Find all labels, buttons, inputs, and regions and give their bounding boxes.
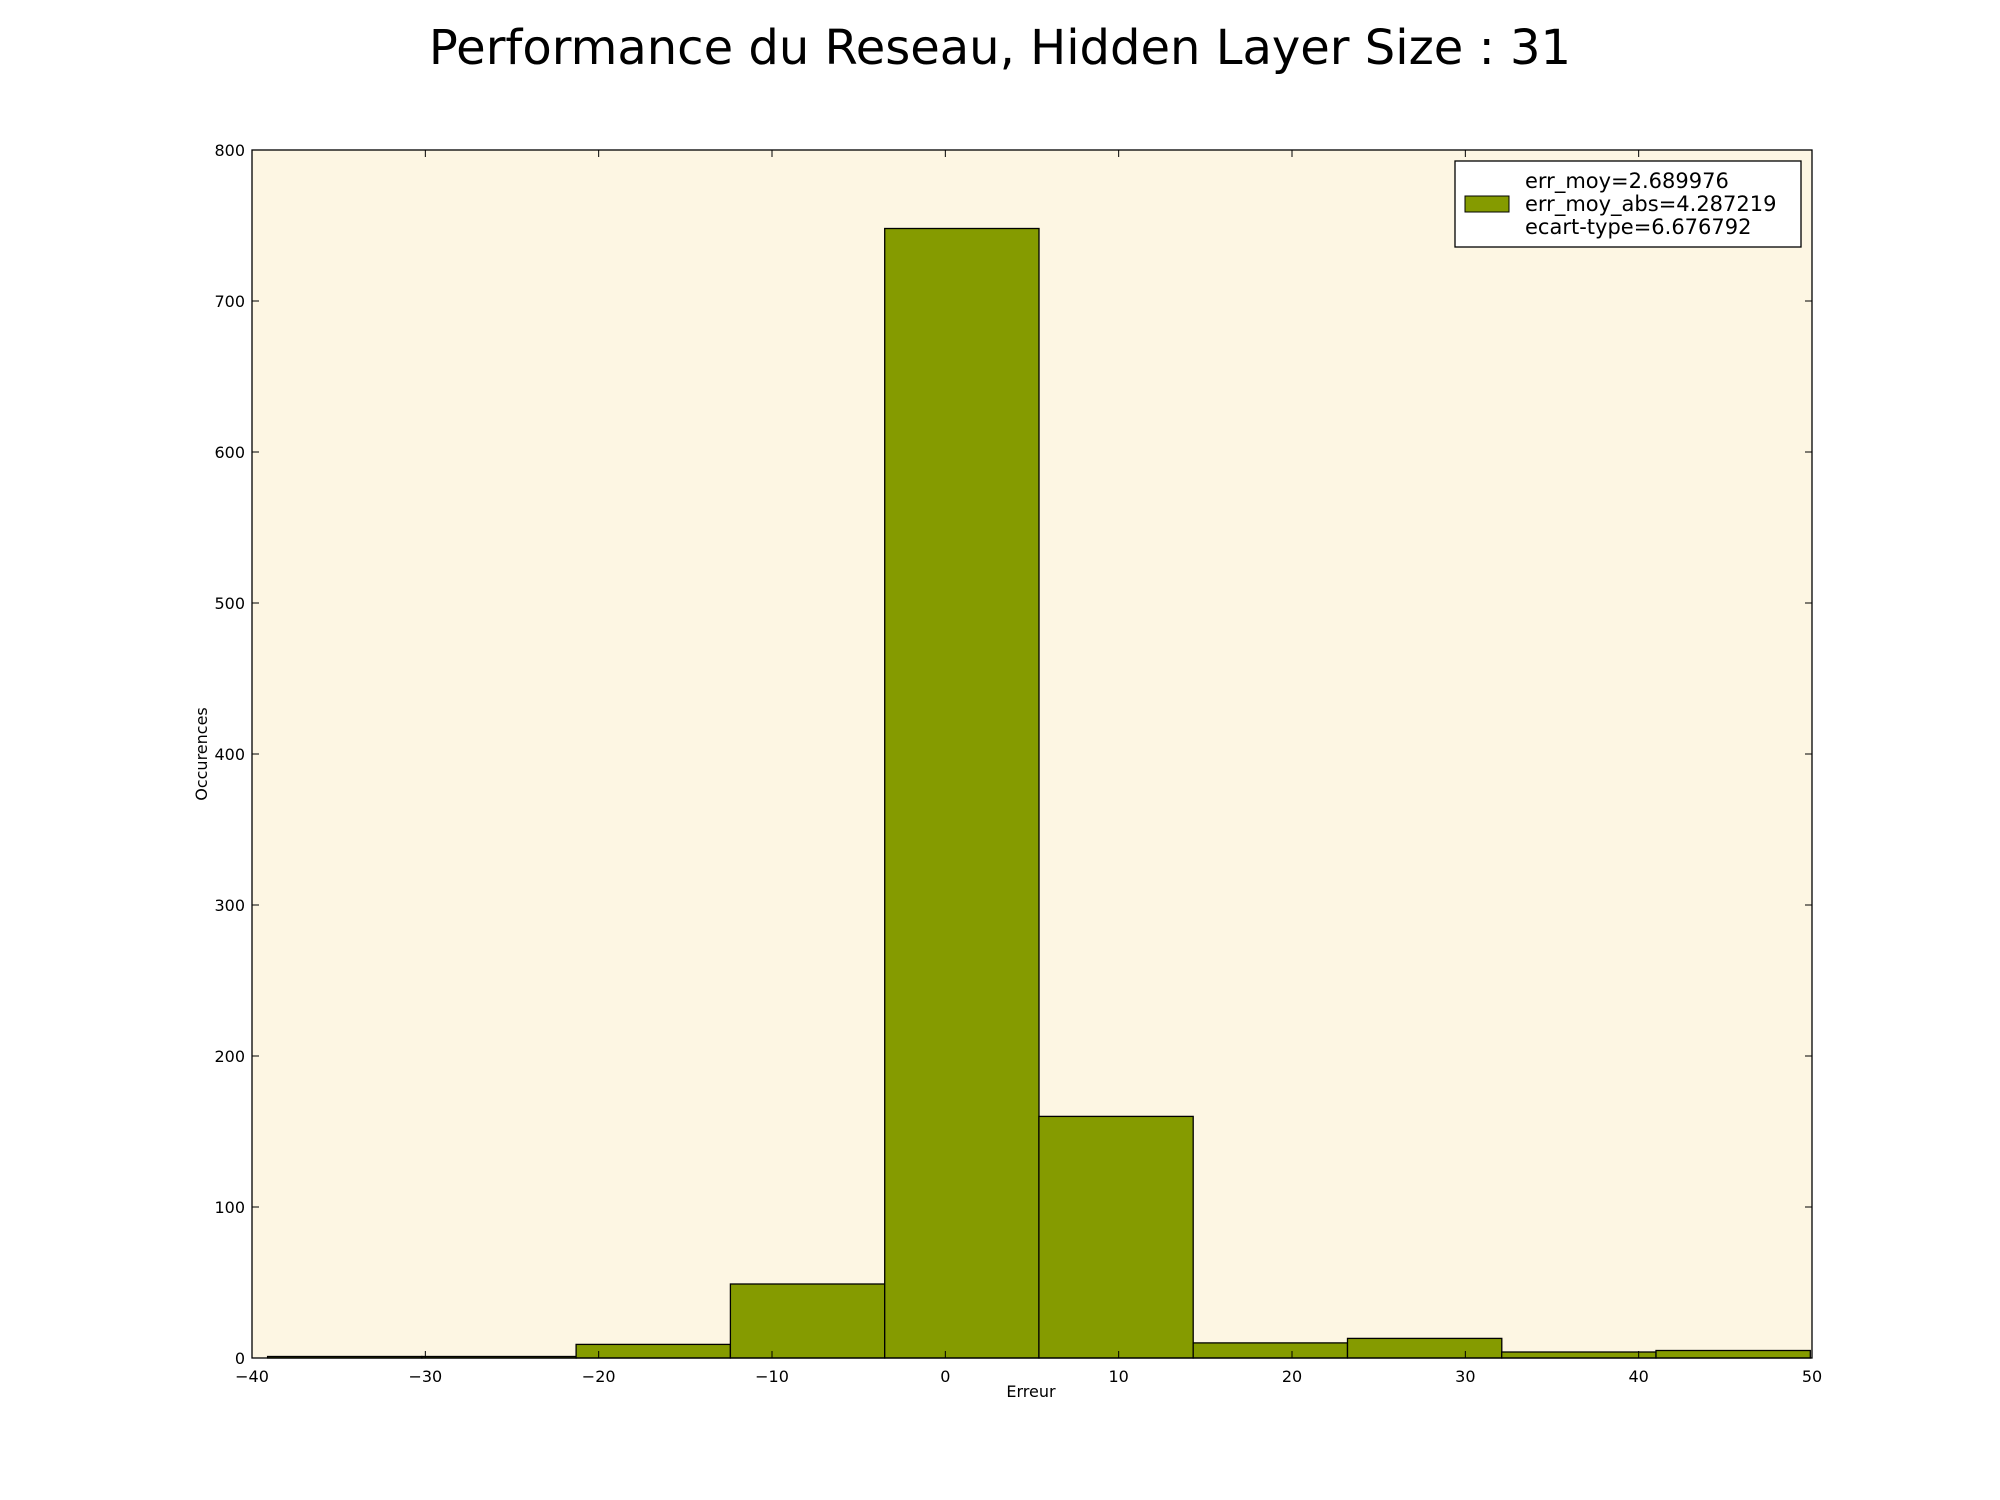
y-tick-label-1: 100 <box>214 1198 245 1217</box>
y-tick-label-5: 500 <box>214 594 245 613</box>
y-tick-label-4: 400 <box>214 745 245 764</box>
x-tick-label-3: −10 <box>755 1367 789 1386</box>
y-axis-label: Occurences <box>192 707 211 801</box>
x-tick-label-9: 50 <box>1802 1367 1822 1386</box>
y-tick-label-6: 600 <box>214 443 245 462</box>
y-tick-label-3: 300 <box>214 896 245 915</box>
histogram-bar-7 <box>1346 1337 1503 1359</box>
x-tick-label-2: −20 <box>582 1367 616 1386</box>
legend-swatch <box>1464 195 1510 213</box>
y-tick-label-2: 200 <box>214 1047 245 1066</box>
histogram-bar-9 <box>1655 1349 1811 1359</box>
bars-layer <box>266 227 1811 1359</box>
x-tick-label-0: −40 <box>235 1367 269 1386</box>
x-tick-label-5: 10 <box>1108 1367 1128 1386</box>
histogram-bar-5 <box>1038 1115 1194 1359</box>
chart-title: Performance du Reseau, Hidden Layer Size… <box>428 20 1572 76</box>
x-tick-label-8: 40 <box>1628 1367 1648 1386</box>
x-tick-label-1: −30 <box>408 1367 442 1386</box>
y-tick-label-0: 0 <box>235 1349 245 1368</box>
y-tick-label-8: 800 <box>214 141 245 160</box>
legend: err_moy=2.689976 err_moy_abs=4.287219 ec… <box>1454 160 1802 248</box>
histogram-bar-8 <box>1501 1351 1657 1359</box>
legend-box <box>1454 160 1802 248</box>
ticks-layer: −40 −30 −20 −10 0 10 20 30 40 5001002003004005006… <box>214 141 1822 1386</box>
x-axis-label: Erreur <box>1006 1382 1056 1401</box>
legend-line-err-moy-abs: err_moy_abs=4.287219 <box>1525 192 1777 217</box>
histogram-bar-4 <box>884 227 1040 1359</box>
histogram-bar-6 <box>1192 1342 1349 1359</box>
x-tick-label-6: 20 <box>1282 1367 1302 1386</box>
histogram-bar-3 <box>729 1283 886 1359</box>
y-tick-label-7: 700 <box>214 292 245 311</box>
x-tick-label-7: 30 <box>1455 1367 1475 1386</box>
histogram-bar-2 <box>575 1343 732 1359</box>
legend-line-ecart-type: ecart-type=6.676792 <box>1525 215 1752 239</box>
x-tick-label-4: 0 <box>940 1367 950 1386</box>
legend-line-err-moy: err_moy=2.689976 <box>1525 169 1729 194</box>
